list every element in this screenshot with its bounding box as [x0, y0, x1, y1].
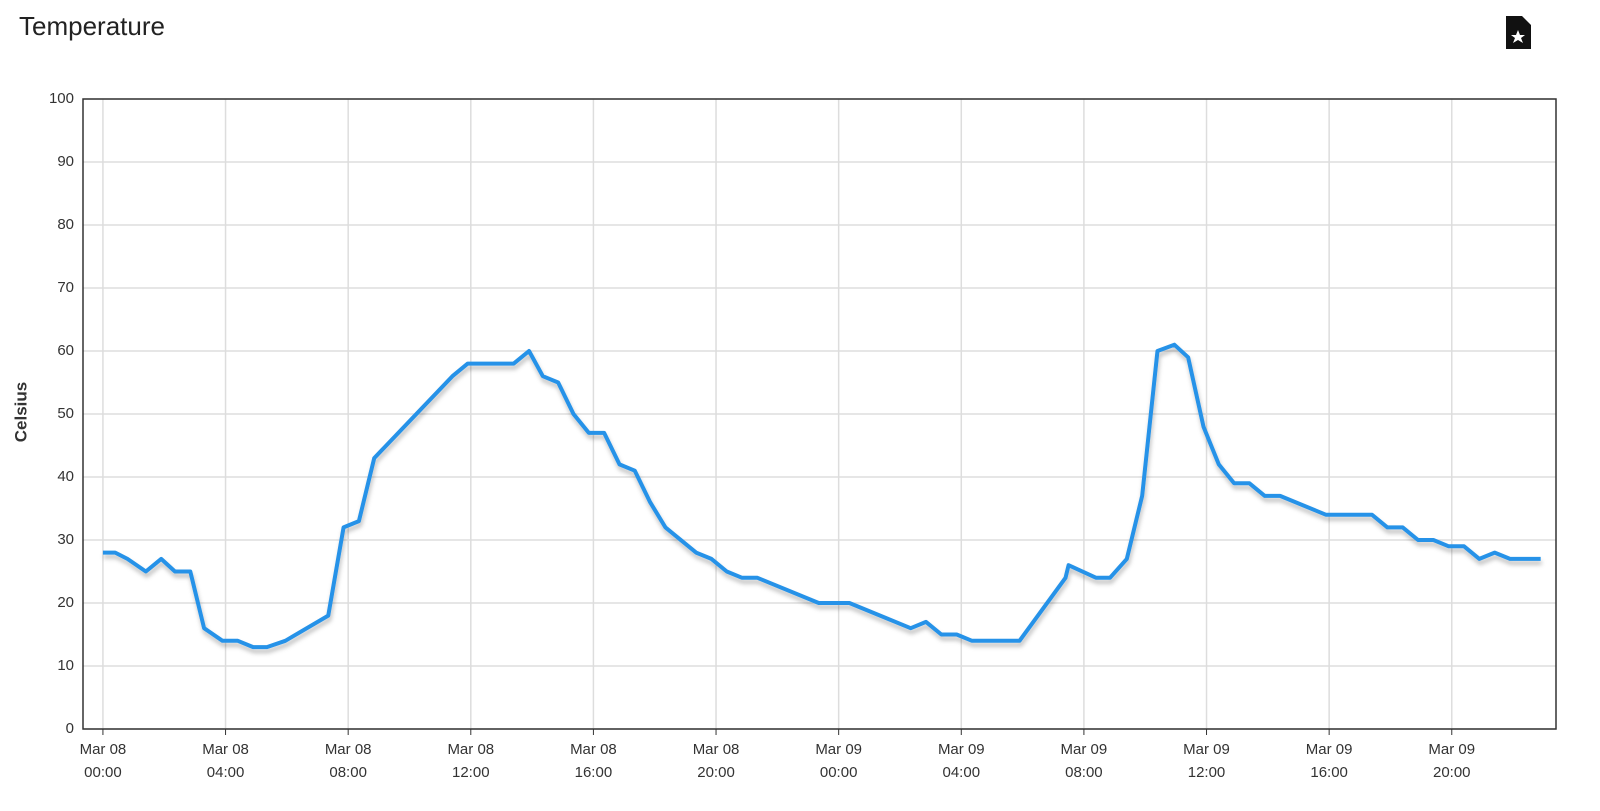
x-tick-label: Mar 09 00:00 [815, 741, 862, 781]
line [102, 342, 1541, 650]
x-tick-label: Mar 09 12:00 [1183, 741, 1230, 781]
x-tick-label: Mar 08 08:00 [324, 741, 372, 781]
x-tick-label: Mar 09 04:00 [937, 741, 985, 781]
y-tick-label: 0 [66, 720, 74, 737]
x-tick-label: Mar 08 16:00 [570, 741, 617, 781]
chart-title: Temperature [19, 11, 165, 41]
x-tick-label: Mar 08 20:00 [692, 741, 740, 781]
y-tick-label: 40 [57, 468, 74, 485]
x-tick-label: Mar 09 08:00 [1060, 741, 1108, 781]
y-tick-label: 30 [57, 531, 74, 548]
y-tick-label: 10 [57, 657, 74, 674]
y-axis-label: Celsius [11, 382, 30, 442]
x-tick-label: Mar 08 00:00 [79, 741, 127, 781]
x-tick-label: Mar 09 20:00 [1428, 741, 1476, 781]
x-tick-label: Mar 08 04:00 [202, 741, 249, 781]
y-tick-label: 90 [57, 153, 74, 170]
export-icon[interactable] [1506, 16, 1531, 49]
y-tick-label: 80 [57, 216, 74, 233]
y-tick-label: 20 [57, 594, 74, 611]
x-tick-label: Mar 08 12:00 [447, 741, 495, 781]
y-tick-label: 100 [49, 90, 74, 107]
y-tick-label: 70 [57, 279, 74, 296]
x-tick-label: Mar 09 16:00 [1305, 741, 1353, 781]
y-tick-label: 60 [57, 342, 74, 359]
plot-frame [82, 98, 1557, 730]
y-tick-label: 50 [57, 405, 74, 422]
